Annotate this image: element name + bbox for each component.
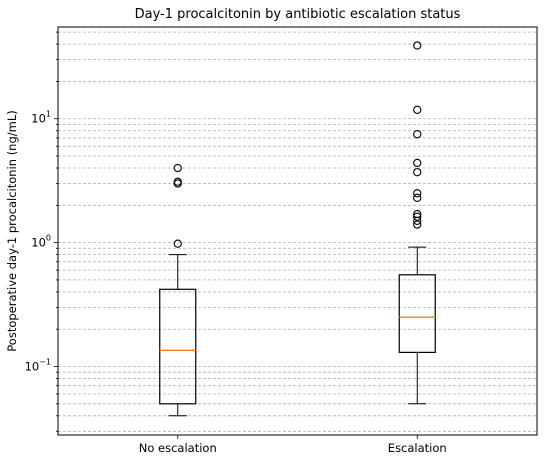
y-tick-base: 10 [25, 360, 40, 374]
outlier-point [413, 168, 422, 177]
box-series [159, 41, 436, 417]
y-tick-base: 10 [31, 112, 46, 126]
y-tick-label: 100 [31, 234, 51, 250]
outlier-point [173, 177, 182, 186]
y-tick-exponent: 0 [46, 234, 51, 243]
plot-frame [57, 26, 538, 436]
y-tick-label: 101 [31, 110, 51, 126]
y-tick-label: 10−1 [25, 358, 51, 374]
outlier-point [413, 130, 422, 139]
y-tick-exponent: 1 [46, 110, 51, 119]
box-iqr [398, 274, 436, 353]
outlier-point [413, 105, 422, 114]
outlier-point [173, 239, 182, 248]
outlier-point [413, 220, 422, 229]
x-tick-label: Escalation [388, 441, 447, 455]
box-group [159, 163, 197, 417]
box-group [398, 41, 436, 405]
x-axis-ticks: No escalation Escalation [139, 435, 447, 455]
y-tick-base: 10 [31, 236, 46, 250]
y-axis-label: Postoperative day-1 procalcitonin (ng/mL… [5, 110, 19, 351]
grid-lines [58, 31, 537, 432]
outlier-point [413, 212, 422, 221]
outlier-point [413, 193, 422, 202]
outlier-point [413, 209, 422, 219]
y-tick-exponent: −1 [39, 358, 51, 367]
chart-title: Day-1 procalcitonin by antibiotic escala… [135, 7, 461, 22]
outlier-point [413, 189, 422, 198]
outlier-point [413, 41, 422, 50]
box-iqr [159, 288, 197, 405]
outlier-point [173, 163, 182, 173]
x-tick-label: No escalation [139, 441, 217, 455]
outlier-point [413, 158, 422, 168]
